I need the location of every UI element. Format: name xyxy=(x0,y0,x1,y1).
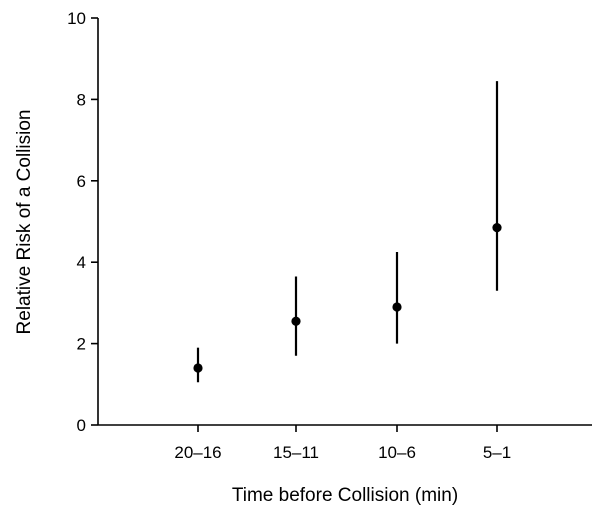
y-axis-title: Relative Risk of a Collision xyxy=(14,110,35,335)
y-tick-label: 4 xyxy=(77,253,86,272)
x-axis-title: Time before Collision (min) xyxy=(232,485,458,506)
y-tick-label: 6 xyxy=(77,172,86,191)
data-point xyxy=(492,223,502,233)
y-tick-label: 2 xyxy=(77,335,86,354)
axes: 0 2 4 6 8 10 20–16 15–11 10–6 5–1 xyxy=(67,9,592,462)
x-tick-label: 10–6 xyxy=(378,443,416,462)
x-tick-label: 5–1 xyxy=(483,443,511,462)
data-marks xyxy=(193,81,502,383)
y-tick-label: 8 xyxy=(77,90,86,109)
y-tick-label: 0 xyxy=(77,416,86,435)
x-tick-label: 15–11 xyxy=(273,443,319,462)
data-point xyxy=(291,316,301,326)
y-tick-label: 10 xyxy=(67,9,86,28)
data-point xyxy=(193,363,203,373)
x-tick-label: 20–16 xyxy=(174,443,221,462)
data-point xyxy=(392,302,402,312)
